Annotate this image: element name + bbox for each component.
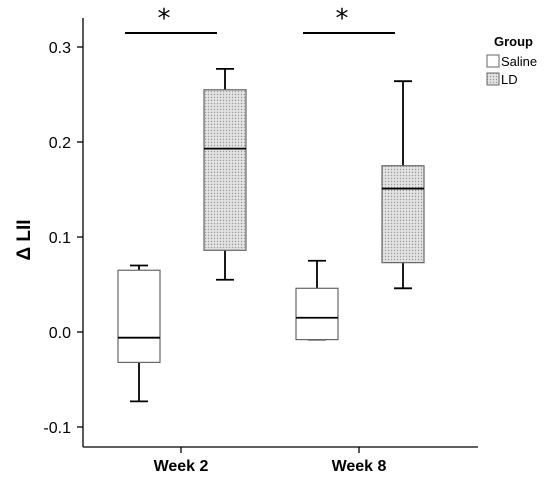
- axes: [82, 18, 478, 448]
- box-iqr: [381, 165, 425, 264]
- box-ld-week-2: [203, 67, 247, 281]
- legend: Group Saline LD: [486, 34, 537, 87]
- box-iqr: [203, 89, 247, 251]
- legend-label-ld: LD: [501, 72, 518, 87]
- y-tick-label: 0.3: [49, 40, 71, 57]
- box-ld-week-8: [381, 80, 425, 290]
- legend-swatch-ld: [486, 72, 500, 86]
- box-saline-week-2: [117, 264, 161, 403]
- legend-swatch-saline: [486, 54, 500, 68]
- x-tick-label: Week 8: [332, 458, 387, 475]
- y-axis-label: Δ LII: [14, 219, 35, 260]
- legend-title: Group: [494, 34, 533, 49]
- y-tick-label: 0.1: [49, 230, 71, 247]
- y-tick-label: 0.0: [49, 325, 71, 342]
- x-tick-label: Week 2: [154, 458, 209, 475]
- y-tick-label: 0.2: [49, 135, 71, 152]
- box-iqr: [117, 269, 161, 364]
- legend-label-saline: Saline: [501, 54, 537, 69]
- boxes: [117, 67, 425, 403]
- significance-star: *: [158, 4, 171, 34]
- box-saline-week-8: [295, 259, 339, 341]
- box-iqr: [295, 287, 339, 341]
- significance-star: *: [336, 4, 349, 34]
- x-ticks: Week 2 Week 8: [154, 447, 387, 475]
- significance-annotations: * *: [125, 4, 395, 34]
- y-ticks: 0.3 0.2 0.1 0.0 -0.1: [43, 40, 83, 437]
- y-tick-label: -0.1: [43, 420, 71, 437]
